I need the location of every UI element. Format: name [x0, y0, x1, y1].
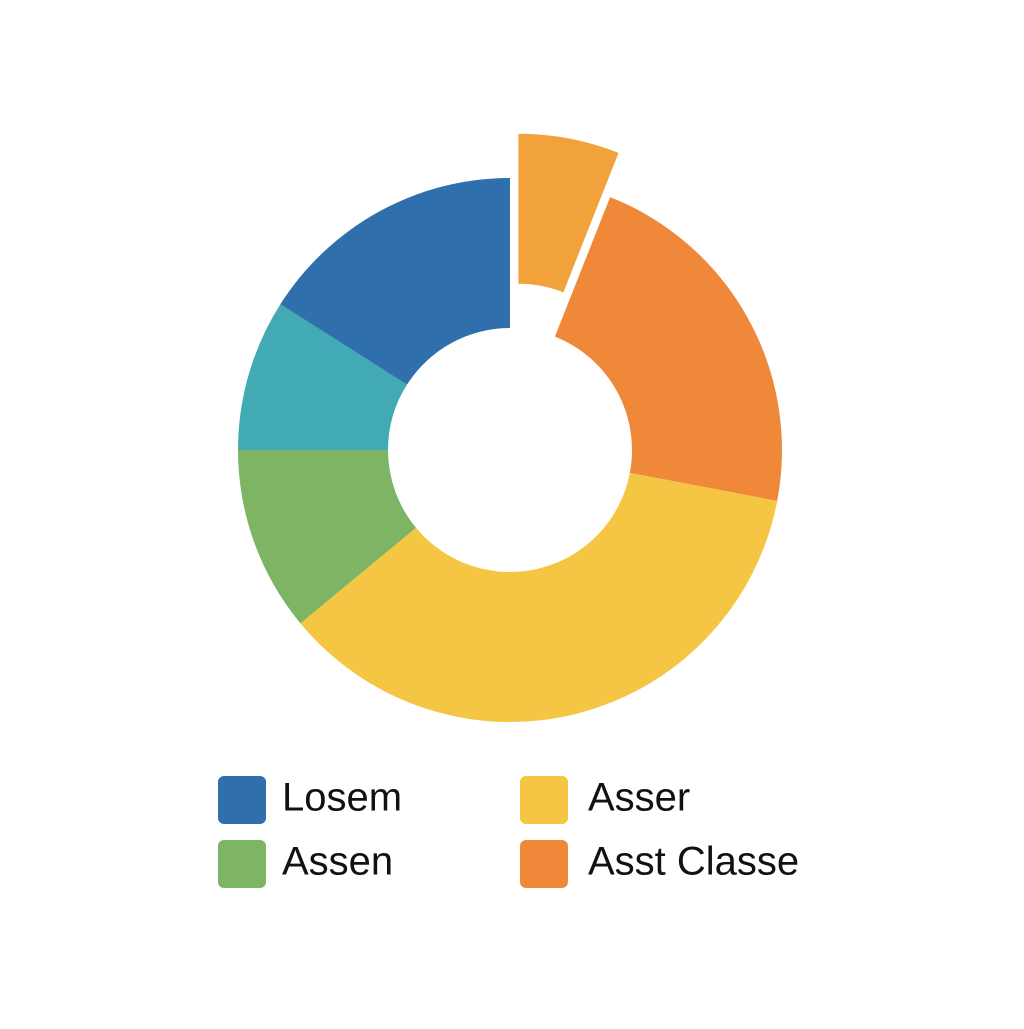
slice [280, 178, 510, 385]
slice [554, 197, 782, 501]
slice [518, 133, 619, 293]
legend-swatch [520, 776, 568, 824]
legend-label: Losem [282, 776, 402, 820]
slice [300, 472, 778, 722]
legend-label: Asser [588, 776, 690, 820]
legend-swatch [218, 776, 266, 824]
legend-label: Asst Classe [588, 840, 799, 884]
legend-swatch [218, 840, 266, 888]
slice [238, 304, 407, 450]
legend-label: Assen [282, 840, 393, 884]
slice [238, 450, 416, 624]
legend-swatch [520, 840, 568, 888]
